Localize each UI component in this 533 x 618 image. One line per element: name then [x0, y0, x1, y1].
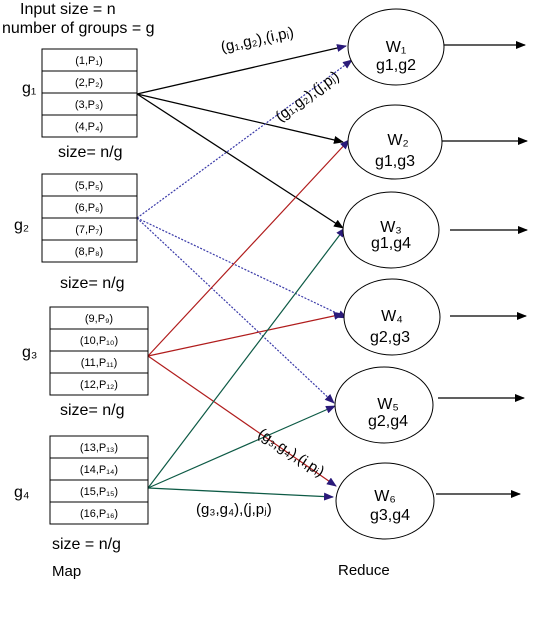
group-size-label: size= n/g [60, 402, 124, 419]
group-label: g₃ [22, 344, 37, 361]
data-cell-text: (4,P₄) [75, 121, 103, 133]
group-size-label: size= n/g [58, 144, 122, 161]
worker-pair: g1,g4 [371, 235, 411, 252]
edge-g2-w4 [136, 217, 348, 319]
worker-name: W₆ [374, 488, 396, 505]
group-g1: g₁ (1,P₁) (2,P₂) (3,P₃) (4,P₄) size= n/g [22, 48, 138, 161]
edge-g3-w2 [147, 139, 350, 357]
worker-node [347, 104, 443, 180]
worker-name: W₅ [377, 396, 399, 413]
edge-g4-w6 [147, 487, 334, 501]
edge-g4-w3 [147, 227, 346, 489]
worker-pair: g2,g4 [368, 413, 408, 430]
data-cell-text: (5,P₅) [75, 180, 103, 192]
data-cell-text: (3,P₃) [75, 99, 103, 111]
worker-node [334, 366, 434, 444]
worker-w3: W₃ g1,g4 [342, 191, 528, 269]
worker-node [342, 191, 440, 269]
edge-g1-w2 [136, 93, 344, 144]
data-cell-text: (6,P₆) [75, 202, 103, 214]
worker-name: W₃ [380, 219, 402, 236]
group-label: g₁ [22, 80, 36, 97]
data-cell-text: (10,P₁₀) [80, 335, 118, 347]
data-cell-text: (7,P₇) [75, 224, 103, 236]
group-g4: g₄ (13,P₁₃) (14,P₁₄) (15,P₁₅) (16,P₁₆) s… [14, 435, 149, 553]
map-label: Map [52, 563, 81, 580]
data-cell [49, 501, 149, 525]
data-cell-text: (2,P₂) [75, 77, 103, 89]
group-g2: g₂ (5,P₅) (6,P₆) (7,P₇) (8,P₈) size= n/g [14, 173, 138, 292]
edges [136, 44, 353, 501]
group-label: g₂ [14, 217, 29, 234]
worker-name: W₂ [387, 132, 408, 149]
group-label: g₄ [14, 484, 29, 501]
data-cell-text: (8,P₈) [75, 246, 103, 258]
edge-g1-w3 [136, 93, 344, 229]
data-cell [49, 372, 149, 396]
group-g3: g₃ (9,P₉) (10,P₁₀) (11,P₁₁) (12,P₁₂) siz… [22, 306, 149, 419]
data-cell-text: (16,P₁₆) [80, 508, 118, 520]
data-cell-text: (11,P₁₁) [81, 357, 118, 369]
input-size-label: Input size = n [20, 1, 116, 18]
worker-pair: g2,g3 [370, 329, 410, 346]
worker-w1: W₁ g1,g2 [347, 8, 526, 86]
edge-g3-w4 [147, 311, 344, 357]
data-cell-text: (12,P₁₂) [80, 379, 118, 391]
group-size-label: size= n/g [60, 275, 124, 292]
edge-label-g2-w1: (g₁,g₂),(j,pⱼ) [272, 68, 342, 125]
edge-g2-w5 [136, 217, 335, 404]
worker-name: W₁ [386, 39, 407, 56]
data-cell-text: (9,P₉) [85, 313, 113, 325]
data-cell-text: (1,P₁) [75, 55, 103, 67]
edge-label-g4-w6: (g₃,g₄),(j,pⱼ) [196, 501, 272, 518]
edge-label-g1-w1: (g₁,g₂),(i,pᵢ) [219, 24, 295, 56]
edge-g4-w5 [147, 405, 336, 489]
worker-pair: g3,g4 [370, 507, 410, 524]
worker-node [347, 8, 445, 86]
group-size-label: size = n/g [52, 536, 121, 553]
worker-w6: W₆ g3,g4 [335, 462, 521, 540]
number-of-groups-label: number of groups = g [2, 20, 155, 37]
data-cell [41, 239, 138, 263]
worker-w5: W₅ g2,g4 [334, 366, 525, 444]
worker-w4: W₄ g2,g3 [343, 278, 527, 356]
worker-w2: W₂ g1,g3 [347, 104, 528, 180]
data-cell-text: (13,P₁₃) [80, 442, 118, 454]
worker-pair: g1,g3 [375, 153, 415, 170]
worker-node [335, 462, 435, 540]
data-cell [41, 114, 138, 138]
data-cell-text: (15,P₁₅) [80, 486, 118, 498]
worker-name: W₄ [381, 308, 403, 325]
data-cell-text: (14,P₁₄) [80, 464, 118, 476]
edge-g2-w1 [136, 59, 353, 219]
worker-node [343, 278, 441, 356]
edge-g3-w6 [147, 355, 337, 487]
reduce-label: Reduce [338, 562, 390, 579]
worker-pair: g1,g2 [376, 57, 416, 74]
edge-label-g3-w6: (g₃,g₄),(i,pᵢ) [255, 425, 328, 480]
edge-g1-w1 [136, 44, 347, 95]
